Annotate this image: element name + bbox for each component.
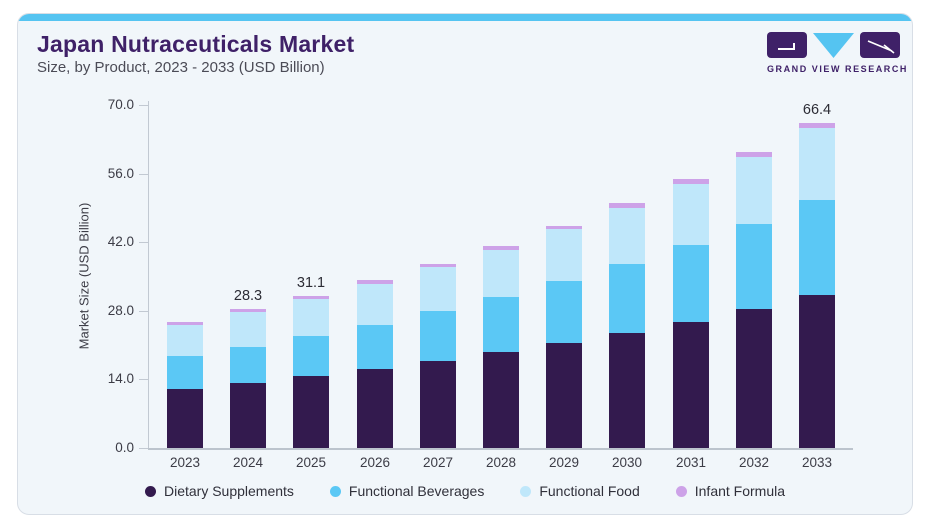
y-tick-label: 14.0 bbox=[107, 371, 134, 386]
bar-segment-dietary-supplements bbox=[673, 322, 709, 448]
legend-label: Infant Formula bbox=[694, 483, 786, 499]
bar-segment-dietary-supplements bbox=[483, 352, 519, 448]
bar-segment-dietary-supplements bbox=[293, 376, 329, 448]
page-title: Japan Nutraceuticals Market bbox=[37, 31, 355, 57]
legend-dot-icon bbox=[520, 485, 532, 497]
bar-segment-functional-beverages bbox=[357, 325, 393, 369]
x-tick-label: 2023 bbox=[169, 455, 201, 470]
gvr-logo-icon bbox=[767, 32, 900, 58]
bar-segment-functional-beverages bbox=[609, 264, 645, 333]
bar-segment-dietary-supplements bbox=[609, 333, 645, 448]
y-tick-label: 28.0 bbox=[107, 303, 134, 318]
x-tick-label: 2032 bbox=[738, 455, 770, 470]
y-tick-label: 0.0 bbox=[115, 440, 134, 455]
bar-segment-infant-formula bbox=[167, 322, 203, 325]
x-tick-label: 2026 bbox=[359, 455, 391, 470]
legend-dot-icon bbox=[329, 485, 341, 497]
legend-item-functional-food: Functional Food bbox=[520, 483, 640, 499]
y-tick-mark bbox=[139, 105, 148, 106]
legend-label: Dietary Supplements bbox=[163, 483, 294, 499]
legend-item-dietary-supplements: Dietary Supplements bbox=[144, 483, 294, 499]
bar-segment-functional-beverages bbox=[230, 347, 266, 383]
y-tick-mark bbox=[139, 448, 148, 449]
y-tick-label: 42.0 bbox=[107, 234, 134, 249]
legend-dot-icon bbox=[144, 485, 156, 497]
bar-segment-functional-food bbox=[609, 208, 645, 264]
card-accent-strip bbox=[18, 14, 912, 21]
page-subtitle: Size, by Product, 2023 - 2033 (USD Billi… bbox=[37, 59, 325, 76]
x-tick-label: 2029 bbox=[548, 455, 580, 470]
bar-segment-dietary-supplements bbox=[799, 295, 835, 448]
bar-segment-functional-beverages bbox=[293, 336, 329, 376]
legend-label: Functional Beverages bbox=[348, 483, 485, 499]
bar-segment-functional-food bbox=[167, 325, 203, 356]
legend-dot-icon bbox=[675, 485, 687, 497]
bar-segment-dietary-supplements bbox=[167, 389, 203, 448]
y-axis-line bbox=[148, 101, 149, 449]
bar-segment-dietary-supplements bbox=[420, 361, 456, 448]
bar-segment-functional-beverages bbox=[736, 224, 772, 309]
bar-segment-functional-food bbox=[420, 267, 456, 311]
y-tick-label: 70.0 bbox=[107, 97, 134, 112]
grand-view-research-logo: GRAND VIEW RESEARCH bbox=[767, 32, 908, 74]
bar-segment-functional-food bbox=[736, 157, 772, 224]
legend-item-infant-formula: Infant Formula bbox=[675, 483, 786, 499]
x-axis-line bbox=[148, 448, 853, 450]
bar-segment-infant-formula bbox=[230, 309, 266, 312]
x-tick-label: 2033 bbox=[801, 455, 833, 470]
legend-label: Functional Food bbox=[539, 483, 640, 499]
bar-segment-infant-formula bbox=[357, 280, 393, 284]
bar-segment-infant-formula bbox=[420, 264, 456, 267]
bar-segment-infant-formula bbox=[293, 296, 329, 299]
x-tick-label: 2025 bbox=[295, 455, 327, 470]
y-tick-mark bbox=[139, 174, 148, 175]
bar-value-label: 31.1 bbox=[296, 275, 326, 291]
x-tick-label: 2031 bbox=[675, 455, 707, 470]
y-tick-mark bbox=[139, 379, 148, 380]
bar-segment-functional-beverages bbox=[799, 200, 835, 295]
bar-segment-functional-food bbox=[357, 284, 393, 325]
bar-segment-functional-beverages bbox=[420, 311, 456, 361]
y-tick-mark bbox=[139, 311, 148, 312]
logo-text: GRAND VIEW RESEARCH bbox=[767, 64, 908, 74]
bar-segment-functional-beverages bbox=[673, 245, 709, 322]
bar-segment-functional-food bbox=[230, 312, 266, 347]
x-tick-label: 2028 bbox=[485, 455, 517, 470]
bar-segment-functional-food bbox=[483, 250, 519, 297]
bar-segment-infant-formula bbox=[736, 152, 772, 157]
bar-segment-dietary-supplements bbox=[736, 309, 772, 448]
bar-segment-infant-formula bbox=[609, 203, 645, 208]
bar-segment-functional-food bbox=[293, 299, 329, 336]
bar-segment-infant-formula bbox=[483, 246, 519, 250]
bar-segment-dietary-supplements bbox=[357, 369, 393, 448]
bar-segment-infant-formula bbox=[673, 179, 709, 184]
bar-segment-functional-food bbox=[673, 184, 709, 245]
bar-segment-dietary-supplements bbox=[230, 383, 266, 448]
chart-legend: Dietary Supplements Functional Beverages F… bbox=[17, 480, 913, 502]
bar-segment-functional-food bbox=[546, 229, 582, 281]
bar-segment-functional-beverages bbox=[483, 297, 519, 352]
bar-value-label: 28.3 bbox=[233, 288, 263, 304]
bar-segment-functional-beverages bbox=[167, 356, 203, 389]
bar-value-label: 66.4 bbox=[802, 102, 832, 118]
x-tick-label: 2024 bbox=[232, 455, 264, 470]
x-tick-label: 2030 bbox=[611, 455, 643, 470]
bar-segment-functional-food bbox=[799, 128, 835, 200]
y-tick-mark bbox=[139, 242, 148, 243]
y-axis-title: Market Size (USD Billion) bbox=[76, 202, 92, 350]
y-tick-label: 56.0 bbox=[107, 166, 134, 181]
x-tick-label: 2027 bbox=[422, 455, 454, 470]
bar-segment-infant-formula bbox=[799, 123, 835, 128]
bar-segment-dietary-supplements bbox=[546, 343, 582, 448]
legend-item-functional-beverages: Functional Beverages bbox=[329, 483, 485, 499]
bar-segment-infant-formula bbox=[546, 226, 582, 229]
bar-segment-functional-beverages bbox=[546, 281, 582, 343]
